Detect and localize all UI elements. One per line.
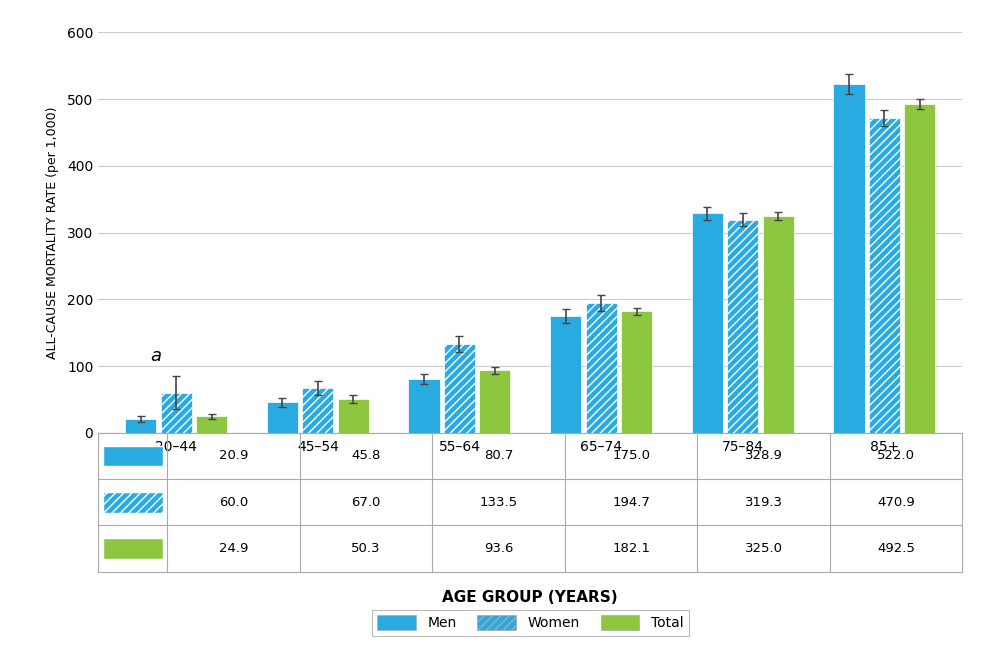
Bar (550, 316, 581, 433)
Bar (196, 416, 227, 433)
Bar (302, 388, 333, 433)
FancyBboxPatch shape (102, 538, 163, 559)
Text: 133.5: 133.5 (479, 495, 518, 509)
Legend: Men, Women, Total: Men, Women, Total (372, 610, 688, 636)
Bar (267, 402, 298, 433)
Text: 194.7: 194.7 (612, 495, 650, 509)
Bar (904, 104, 936, 433)
Bar (834, 85, 864, 433)
Text: 20.9: 20.9 (219, 450, 248, 463)
Text: 50.3: 50.3 (352, 542, 381, 555)
Text: 319.3: 319.3 (744, 495, 783, 509)
Bar (763, 216, 793, 433)
Bar (160, 393, 191, 433)
Text: 182.1: 182.1 (612, 542, 650, 555)
Bar (409, 379, 440, 433)
Text: 45.8: 45.8 (352, 450, 381, 463)
Bar (869, 118, 900, 433)
Text: 67.0: 67.0 (352, 495, 381, 509)
Text: AGE GROUP (YEARS): AGE GROUP (YEARS) (443, 590, 618, 605)
FancyBboxPatch shape (102, 446, 163, 466)
Bar (691, 213, 723, 433)
Text: 175.0: 175.0 (612, 450, 650, 463)
Text: a: a (150, 348, 162, 366)
Text: 492.5: 492.5 (877, 542, 915, 555)
Bar (338, 399, 369, 433)
Y-axis label: ALL-CAUSE MORTALITY RATE (per 1,000): ALL-CAUSE MORTALITY RATE (per 1,000) (45, 107, 59, 359)
Text: 24.9: 24.9 (219, 542, 248, 555)
Text: 93.6: 93.6 (484, 542, 514, 555)
Text: 522.0: 522.0 (877, 450, 915, 463)
Bar (728, 220, 758, 433)
FancyBboxPatch shape (102, 492, 163, 513)
Bar (125, 419, 156, 433)
Text: 470.9: 470.9 (877, 495, 915, 509)
Text: 60.0: 60.0 (219, 495, 248, 509)
Bar (585, 303, 617, 433)
Bar (444, 344, 475, 433)
Text: 325.0: 325.0 (744, 542, 783, 555)
Bar (621, 311, 652, 433)
Bar (479, 370, 511, 433)
Text: 80.7: 80.7 (484, 450, 514, 463)
Text: 328.9: 328.9 (744, 450, 783, 463)
